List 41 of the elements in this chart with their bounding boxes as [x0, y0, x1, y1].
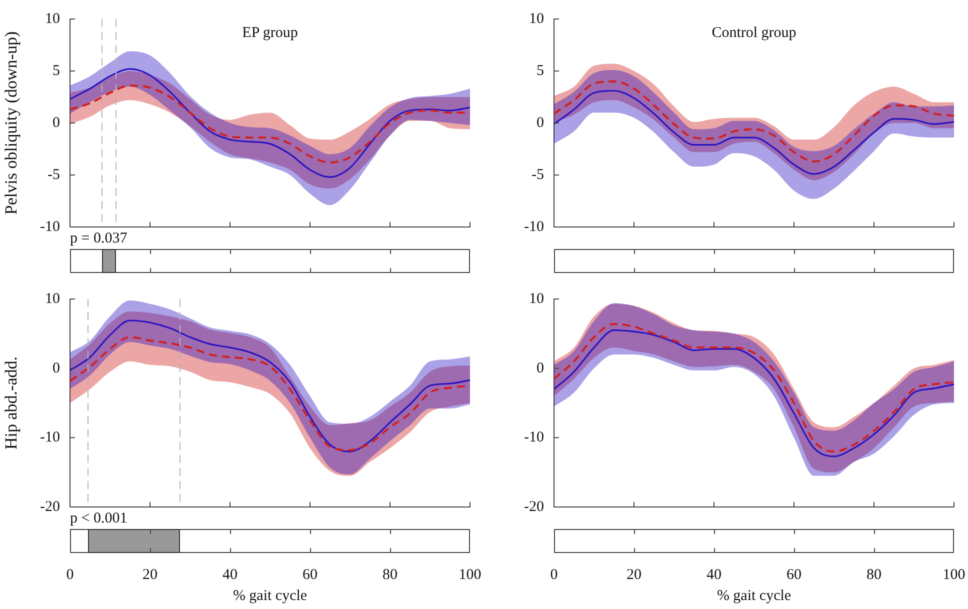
- y-tick-label: 10: [529, 10, 544, 27]
- y-tick-label: 10: [45, 290, 60, 307]
- chart-title: Control group: [712, 24, 796, 41]
- line-series: [554, 80, 954, 162]
- line-series: [70, 84, 470, 164]
- chart-title: EP group: [242, 24, 298, 41]
- x-tick-label: 20: [142, 566, 158, 583]
- x-tick-label: 60: [786, 566, 802, 583]
- x-tick-label: 60: [302, 566, 318, 583]
- x-axis-title: % gait cycle: [716, 588, 792, 604]
- x-tick-label: 80: [866, 566, 882, 583]
- x-tick-label: 40: [222, 566, 238, 583]
- y-tick-label: 5: [52, 62, 60, 79]
- y-tick-label: 0: [536, 114, 544, 131]
- y-axis-title: Hip abd.-add.: [2, 356, 21, 450]
- y-tick-label: 10: [45, 10, 60, 27]
- y-tick-label: 0: [52, 360, 60, 376]
- x-tick-label: 100: [942, 566, 966, 583]
- y-tick-label: -5: [532, 166, 544, 183]
- y-tick-label: 10: [529, 290, 544, 307]
- x-tick-label: 20: [626, 566, 642, 583]
- x-tick-label: 0: [66, 566, 74, 583]
- x-tick-label: 40: [706, 566, 722, 583]
- line-series: [554, 90, 954, 175]
- y-tick-label: -10: [40, 218, 60, 235]
- y-axis-title: Pelvis obliquity (down-up): [2, 31, 21, 215]
- y-tick-label: -20: [40, 498, 60, 515]
- x-axis-title: % gait cycle: [232, 588, 308, 604]
- text: p = 0.037: [70, 230, 128, 246]
- y-tick-label: -10: [524, 430, 544, 446]
- y-tick-label: -20: [524, 498, 544, 515]
- x-tick-label: 100: [458, 566, 482, 583]
- y-tick-label: -10: [524, 218, 544, 235]
- y-tick-label: 5: [536, 62, 544, 79]
- y-tick-label: 0: [52, 114, 60, 131]
- x-tick-label: 0: [550, 566, 558, 583]
- text: p < 0.001: [70, 510, 128, 526]
- y-tick-label: 0: [536, 360, 544, 376]
- y-tick-label: -5: [48, 166, 60, 183]
- x-tick-label: 80: [382, 566, 398, 583]
- y-tick-label: -10: [40, 430, 60, 446]
